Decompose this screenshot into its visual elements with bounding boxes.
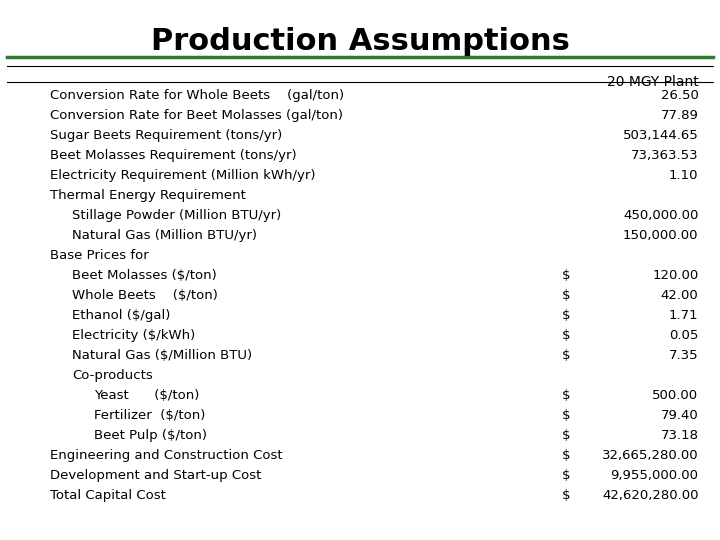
Text: $: $ bbox=[562, 489, 570, 502]
Text: $: $ bbox=[562, 469, 570, 482]
Text: 73.18: 73.18 bbox=[660, 429, 698, 442]
Text: Engineering and Construction Cost: Engineering and Construction Cost bbox=[50, 449, 283, 462]
Text: Thermal Energy Requirement: Thermal Energy Requirement bbox=[50, 189, 246, 202]
Text: Whole Beets    ($/ton): Whole Beets ($/ton) bbox=[72, 289, 218, 302]
Text: $: $ bbox=[562, 329, 570, 342]
Text: Electricity Requirement (Million kWh/yr): Electricity Requirement (Million kWh/yr) bbox=[50, 169, 316, 182]
Text: 32,665,280.00: 32,665,280.00 bbox=[602, 449, 698, 462]
Text: 450,000.00: 450,000.00 bbox=[623, 209, 698, 222]
Text: Production Assumptions: Production Assumptions bbox=[150, 27, 570, 56]
Text: 500.00: 500.00 bbox=[652, 389, 698, 402]
Text: Sugar Beets Requirement (tons/yr): Sugar Beets Requirement (tons/yr) bbox=[50, 129, 283, 142]
Text: Conversion Rate for Whole Beets    (gal/ton): Conversion Rate for Whole Beets (gal/ton… bbox=[50, 89, 345, 102]
Text: Total Capital Cost: Total Capital Cost bbox=[50, 489, 166, 502]
Text: Beet Molasses ($/ton): Beet Molasses ($/ton) bbox=[72, 269, 217, 282]
Text: Natural Gas (Million BTU/yr): Natural Gas (Million BTU/yr) bbox=[72, 229, 257, 242]
Text: 503,144.65: 503,144.65 bbox=[623, 129, 698, 142]
Text: 42.00: 42.00 bbox=[661, 289, 698, 302]
Text: Stillage Powder (Million BTU/yr): Stillage Powder (Million BTU/yr) bbox=[72, 209, 282, 222]
Text: $: $ bbox=[562, 429, 570, 442]
Text: 9,955,000.00: 9,955,000.00 bbox=[611, 469, 698, 482]
Text: 79.40: 79.40 bbox=[661, 409, 698, 422]
Text: 1.71: 1.71 bbox=[669, 309, 698, 322]
Text: $: $ bbox=[562, 289, 570, 302]
Text: Electricity ($/kWh): Electricity ($/kWh) bbox=[72, 329, 195, 342]
Text: 0.05: 0.05 bbox=[669, 329, 698, 342]
Text: Ethanol ($/gal): Ethanol ($/gal) bbox=[72, 309, 171, 322]
Text: $: $ bbox=[562, 309, 570, 322]
Text: 77.89: 77.89 bbox=[660, 109, 698, 122]
Text: Beet Pulp ($/ton): Beet Pulp ($/ton) bbox=[94, 429, 207, 442]
Text: $: $ bbox=[562, 409, 570, 422]
Text: 150,000.00: 150,000.00 bbox=[623, 229, 698, 242]
Text: 42,620,280.00: 42,620,280.00 bbox=[602, 489, 698, 502]
Text: 26.50: 26.50 bbox=[660, 89, 698, 102]
Text: 20 MGY Plant: 20 MGY Plant bbox=[607, 75, 698, 89]
Text: $: $ bbox=[562, 349, 570, 362]
Text: Co-products: Co-products bbox=[72, 369, 153, 382]
Text: 120.00: 120.00 bbox=[652, 269, 698, 282]
Text: Natural Gas ($/Million BTU): Natural Gas ($/Million BTU) bbox=[72, 349, 252, 362]
Text: $: $ bbox=[562, 389, 570, 402]
Text: Conversion Rate for Beet Molasses (gal/ton): Conversion Rate for Beet Molasses (gal/t… bbox=[50, 109, 343, 122]
Text: Development and Start-up Cost: Development and Start-up Cost bbox=[50, 469, 262, 482]
Text: 1.10: 1.10 bbox=[669, 169, 698, 182]
Text: $: $ bbox=[562, 269, 570, 282]
Text: 7.35: 7.35 bbox=[669, 349, 698, 362]
Text: Fertilizer  ($/ton): Fertilizer ($/ton) bbox=[94, 409, 205, 422]
Text: Base Prices for: Base Prices for bbox=[50, 249, 149, 262]
Text: 73,363.53: 73,363.53 bbox=[631, 149, 698, 162]
Text: $: $ bbox=[562, 449, 570, 462]
Text: Beet Molasses Requirement (tons/yr): Beet Molasses Requirement (tons/yr) bbox=[50, 149, 297, 162]
Text: Yeast      ($/ton): Yeast ($/ton) bbox=[94, 389, 199, 402]
